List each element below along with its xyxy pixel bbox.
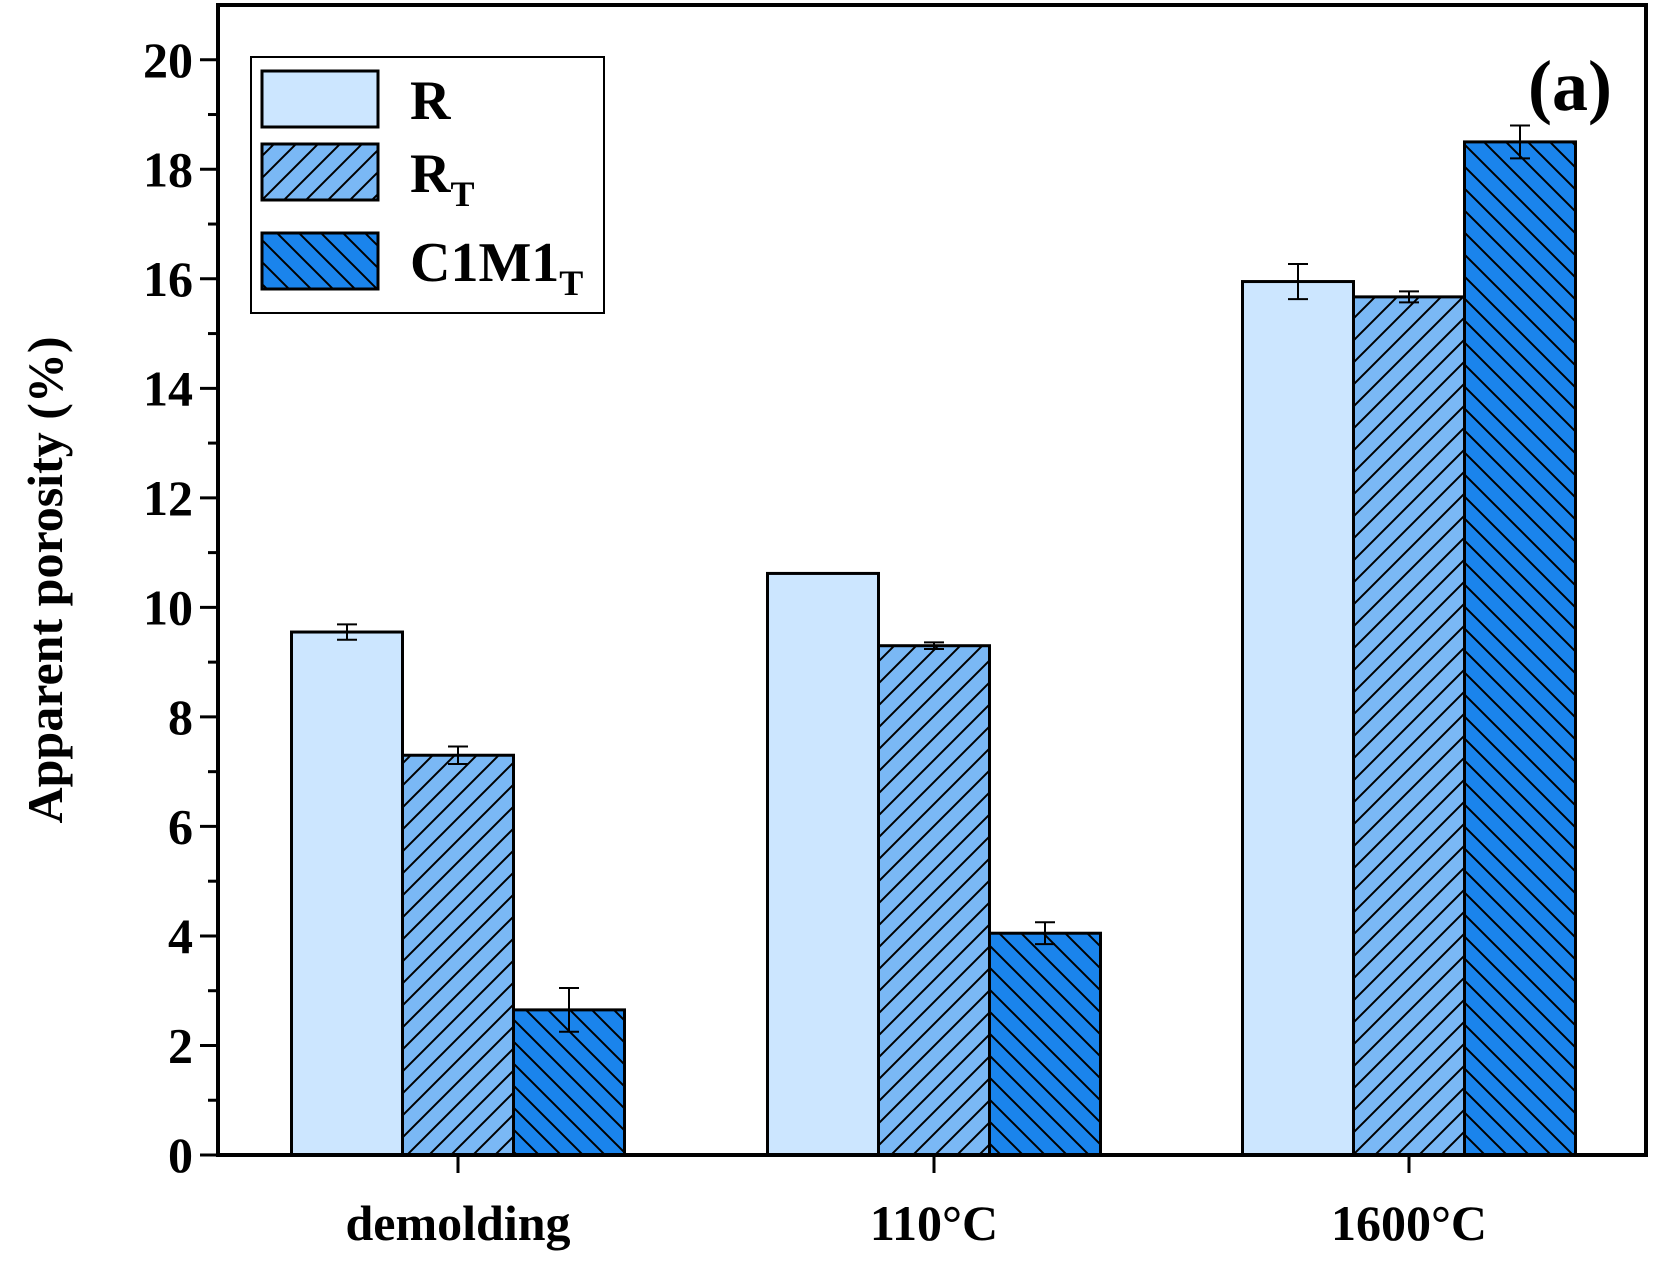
x-tick-label: 110°C: [870, 1195, 998, 1251]
legend-swatch-outline-2: [260, 142, 380, 202]
error-bars: [337, 124, 1530, 1033]
bar-1-2: [767, 573, 879, 1155]
error-bar-2-2: [924, 641, 944, 650]
y-axis: 0 2 4 6 8 10 12 14 16 18 20: [143, 32, 218, 1183]
legend-swatch-outline-3: [260, 231, 380, 291]
bar-hatch-3-1: [513, 1009, 625, 1155]
legend-swatch-outline-1: [260, 69, 380, 129]
error-bar-1-1: [337, 623, 357, 641]
y-tick-label: 0: [168, 1127, 193, 1183]
bar-hatch-2-2: [878, 645, 990, 1155]
y-tick-label: 2: [168, 1017, 193, 1073]
y-tick-label: 10: [143, 579, 193, 635]
legend-swatch-1: [262, 71, 378, 127]
x-axis: demolding 110°C 1600°C: [345, 1155, 1487, 1251]
y-tick-label: 8: [168, 689, 193, 745]
x-tick-label: 1600°C: [1331, 1195, 1487, 1251]
y-tick-label: 14: [143, 360, 193, 416]
error-bar-2-3: [1399, 290, 1419, 304]
panel-label: (a): [1528, 46, 1612, 126]
y-tick-label: 4: [168, 908, 193, 964]
y-tick-label: 6: [168, 798, 193, 854]
y-tick-label: 18: [143, 141, 193, 197]
bar-1-1: [291, 632, 403, 1155]
bar-hatch-2-3: [1353, 296, 1465, 1155]
error-bar-1-3: [1288, 263, 1308, 301]
y-tick-label: 12: [143, 470, 193, 526]
bar-hatch-2-1: [402, 755, 514, 1155]
bar-hatch-3-3: [1464, 141, 1576, 1155]
plot-frame: [216, 3, 1648, 1157]
legend-label-1: R: [410, 70, 451, 132]
bars: [290, 140, 1577, 1157]
legend-swatch-hatch-2: [262, 144, 378, 200]
x-tick-label: demolding: [345, 1195, 570, 1251]
bar-1-3: [1242, 281, 1354, 1155]
legend-swatch-hatch-3: [262, 233, 378, 289]
error-bar-3-1: [559, 986, 579, 1033]
bar-hatch-3-2: [989, 933, 1101, 1155]
error-bar-3-3: [1510, 124, 1530, 160]
y-axis-title: Apparent porosity (%): [17, 336, 73, 823]
y-tick-label: 16: [143, 251, 193, 307]
y-tick-label: 20: [143, 32, 193, 88]
legend-label-2: RT: [410, 143, 474, 214]
legend-label-3: C1M1T: [410, 232, 583, 303]
error-bar-2-1: [448, 745, 468, 765]
error-bar-3-2: [1035, 921, 1055, 946]
legend: R RT C1M1T: [250, 56, 605, 314]
